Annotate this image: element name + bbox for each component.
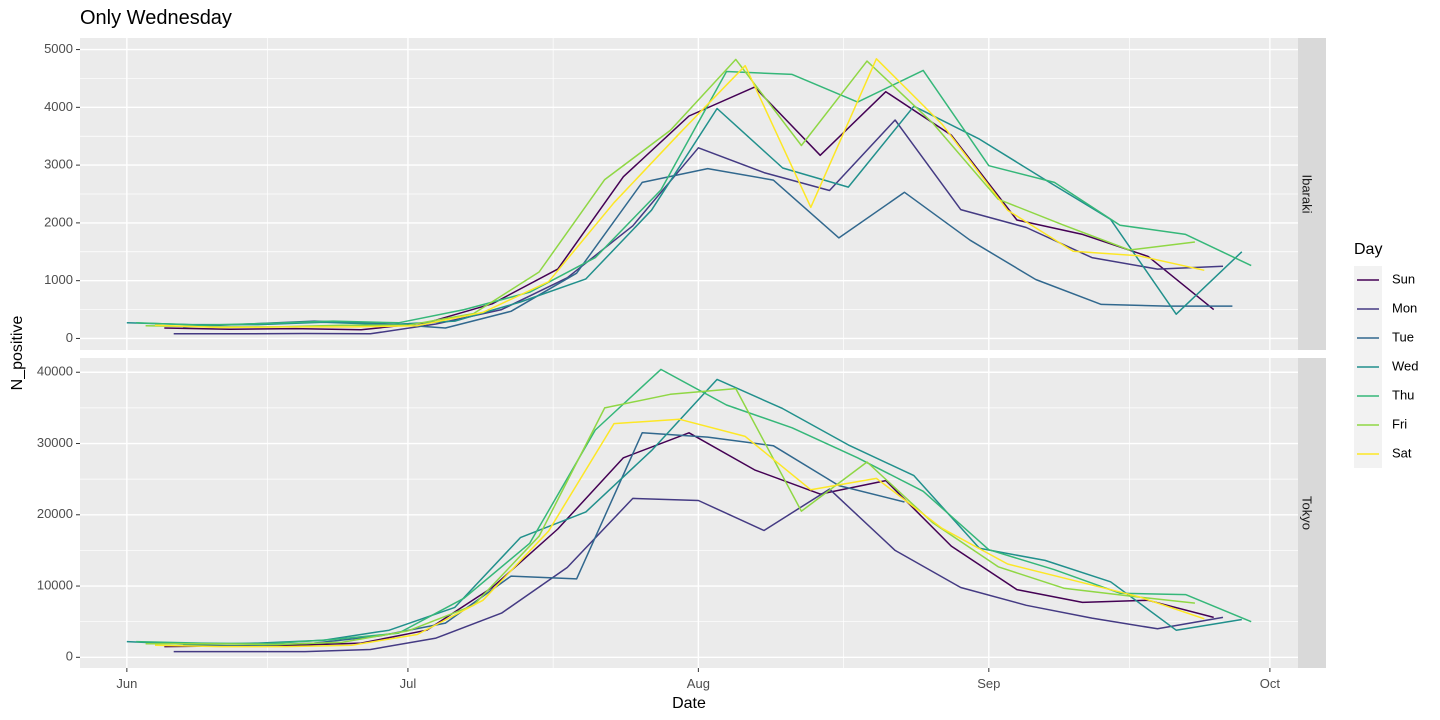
series-line-tokyo-mon — [173, 488, 1224, 653]
series-line-ibaraki-mon — [173, 119, 1224, 335]
series-lines-ibaraki — [126, 58, 1252, 335]
panel-tokyo: 0 10000 20000 30000 40000 Tokyo — [37, 358, 1326, 668]
y-axis-ibaraki: 0 1000 2000 3000 4000 5000 — [44, 41, 80, 345]
legend-label-sat: Sat — [1392, 445, 1412, 460]
y-axis-tokyo: 0 10000 20000 30000 40000 — [37, 364, 80, 664]
series-line-ibaraki-thu — [136, 69, 1252, 326]
x-tick-label: Jul — [400, 676, 417, 691]
legend-label-tue: Tue — [1392, 329, 1414, 344]
series-line-tokyo-fri — [145, 387, 1195, 646]
series-line-tokyo-sat — [154, 418, 1205, 648]
legend-title: Day — [1354, 241, 1382, 258]
y-tick-label: 1000 — [44, 272, 73, 287]
legend-items: Sun Mon Tue Wed Thu Fri Sat — [1357, 271, 1419, 460]
legend-label-wed: Wed — [1392, 358, 1419, 373]
y-tick-label: 0 — [66, 330, 73, 345]
y-axis-title: N_positive — [9, 316, 26, 391]
gridlines-ibaraki — [80, 38, 1298, 350]
x-axis: Jun Jul Aug Sep Oct — [116, 668, 1280, 691]
series-lines-tokyo — [126, 368, 1252, 653]
strip-ibaraki — [1298, 38, 1326, 350]
y-tick-label: 2000 — [44, 214, 73, 229]
x-axis-title: Date — [672, 695, 706, 712]
y-tick-label: 3000 — [44, 157, 73, 172]
series-line-ibaraki-tue — [183, 167, 1233, 329]
series-line-ibaraki-fri — [145, 58, 1195, 328]
legend: Day Sun Mon Tue Wed Thu Fri Sat — [1354, 241, 1419, 468]
legend-label-mon: Mon — [1392, 300, 1417, 315]
x-tick-label: Aug — [687, 676, 710, 691]
series-line-tokyo-thu — [136, 368, 1252, 645]
x-tick-label: Oct — [1260, 676, 1281, 691]
legend-label-thu: Thu — [1392, 387, 1414, 402]
y-tick-label: 30000 — [37, 435, 73, 450]
series-line-tokyo-sun — [164, 432, 1214, 648]
legend-label-sun: Sun — [1392, 271, 1415, 286]
chart-title: Only Wednesday — [80, 7, 232, 29]
x-tick-label: Jun — [116, 676, 137, 691]
y-tick-label: 20000 — [37, 506, 73, 521]
y-tick-label: 5000 — [44, 41, 73, 56]
series-line-ibaraki-sun — [164, 86, 1215, 331]
y-tick-label: 10000 — [37, 577, 73, 592]
y-tick-label: 4000 — [44, 99, 73, 114]
y-tick-label: 40000 — [37, 364, 73, 379]
series-line-ibaraki-wed — [126, 105, 1243, 326]
x-tick-label: Sep — [977, 676, 1000, 691]
series-line-ibaraki-sat — [154, 58, 1205, 329]
legend-label-fri: Fri — [1392, 416, 1407, 431]
strip-label-tokyo: Tokyo — [1300, 496, 1315, 530]
strip-label-ibaraki: Ibaraki — [1300, 174, 1315, 213]
y-tick-label: 0 — [66, 649, 73, 664]
gridlines-tokyo — [80, 358, 1298, 668]
strip-tokyo — [1298, 358, 1326, 668]
panel-ibaraki: 0 1000 2000 3000 4000 5000 Ibaraki — [44, 38, 1326, 350]
